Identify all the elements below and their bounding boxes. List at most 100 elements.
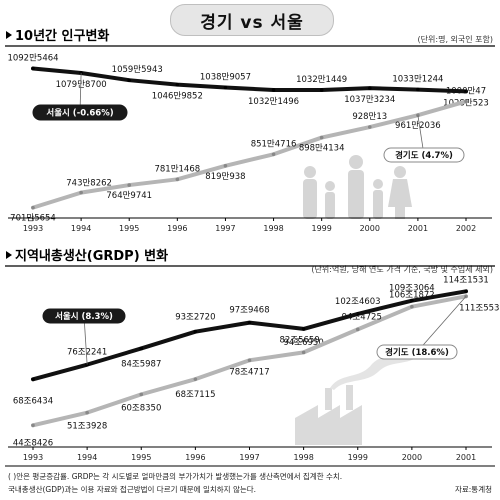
grdp-data-label: 68조7115	[175, 390, 215, 400]
pop-data-label: 1032만1496	[248, 97, 299, 107]
pop-data-label: 764만9741	[106, 191, 152, 201]
pop-data-label: 1000만47	[446, 86, 486, 96]
grdp-section-title: 지역내총생산(GRDP) 변화	[15, 248, 168, 264]
grdp-x-axis: 1993 1994 1995 1996 1997 1998 1999 2000 2001	[8, 446, 492, 462]
pop-tick-label: 1995	[119, 224, 139, 233]
pop-data-point	[175, 177, 180, 182]
pop-data-point	[367, 125, 372, 129]
grdp-data-point	[301, 350, 306, 355]
pop-series-line	[31, 99, 468, 210]
pop-data-point	[464, 99, 468, 104]
pop-data-point	[464, 89, 468, 94]
pop-data-label: 928만13	[352, 112, 387, 122]
grdp-data-label: 68조6434	[13, 396, 53, 406]
grdp-data-point	[139, 346, 144, 351]
pop-tick-label: 1994	[71, 224, 91, 233]
grdp-data-point	[139, 392, 144, 397]
pop-tick-label: 2002	[456, 224, 476, 233]
pop-data-label: 701만5654	[10, 214, 56, 224]
pop-data-point	[127, 78, 132, 82]
grdp-legend-label: 서울시 (8.3%)	[55, 311, 113, 322]
pop-data-label: 819만938	[205, 172, 245, 182]
pop-x-axis: 1993 1994 1995 1996 1997 1998 1999 2000 2001 2002	[8, 217, 492, 233]
pop-data-point	[367, 86, 372, 90]
grdp-data-point	[193, 377, 198, 381]
grdp-data-point	[247, 320, 252, 325]
pop-data-point	[319, 135, 324, 140]
pop-data-label: 743만8262	[66, 179, 112, 189]
grdp-data-label: 102조4603	[335, 297, 381, 307]
grdp-data-point	[85, 362, 89, 367]
grdp-data-point	[410, 298, 414, 303]
pop-data-label: 1092만5464	[7, 53, 58, 63]
grdp-data-point	[31, 377, 35, 382]
pop-data-point	[79, 190, 83, 195]
pop-tick-label: 2001	[408, 224, 428, 233]
source-note: 자료:통계청	[455, 484, 492, 494]
pop-tick-label: 1999	[311, 224, 331, 233]
pop-tick-label: 1993	[23, 224, 43, 233]
pop-data-label: 1032만1449	[296, 75, 347, 85]
grdp-data-label: 76조2241	[67, 348, 107, 358]
pop-data-point	[31, 66, 35, 71]
factory-smoke-icon	[295, 348, 420, 445]
pop-data-point	[319, 88, 324, 92]
grdp-data-label: 84조5987	[121, 359, 161, 369]
pop-unit-note: (단위:명, 외국인 포함)	[418, 34, 493, 44]
family-silhouette-icon	[303, 155, 412, 219]
grdp-series-line	[31, 289, 468, 382]
pop-tick-label: 1998	[263, 224, 283, 233]
grdp-tick-label: 1995	[131, 453, 151, 462]
grdp-data-point	[193, 329, 198, 334]
grdp-data-label: 97조9468	[229, 306, 269, 316]
pop-data-label: 1046만9852	[152, 92, 203, 102]
pop-tick-label: 1996	[167, 224, 187, 233]
grdp-data-label: 114조1531	[443, 275, 489, 285]
pop-data-label: 781만1468	[154, 164, 200, 174]
grdp-unit-note: (단위:억원, 당해 연도 가격 기준, 국방 및 수입세 제외)	[311, 264, 493, 274]
pop-data-point	[271, 152, 276, 157]
grdp-data-label: 94조6950	[283, 338, 323, 348]
pop-tick-label: 1997	[215, 224, 235, 233]
section-arrow-icon	[6, 31, 12, 39]
pop-data-label: 1033만1244	[392, 75, 443, 85]
grdp-tick-label: 1997	[239, 453, 259, 462]
footnote-line-1: ( )안은 평균증감률. GRDP는 각 시도별로 얼마만큼의 부가가치가 발생…	[8, 471, 342, 481]
pop-data-point	[175, 82, 180, 87]
grdp-legend-label: 경기도 (18.6%)	[385, 347, 449, 358]
pop-legend-label: 경기도 (4.7%)	[395, 150, 453, 161]
grdp-data-label: 111조5537	[459, 303, 500, 313]
pop-data-label: 851만4716	[251, 139, 297, 149]
footnote-line-2: 국내총생산(GDP)과는 이용 자료와 접근방법이 다르기 때문에 일치하지 않…	[8, 484, 256, 494]
grdp-legend-pill	[376, 344, 458, 360]
grdp-data-label: 78조4717	[229, 367, 269, 377]
grdp-data-point	[410, 304, 414, 309]
grdp-data-point	[355, 327, 360, 332]
pop-data-label: 1037만3234	[344, 95, 395, 105]
pop-data-label: 1059만5943	[112, 65, 163, 75]
grdp-data-point	[301, 327, 306, 331]
grdp-legend-pill	[42, 308, 126, 324]
grdp-tick-label: 2000	[402, 453, 422, 462]
pop-data-point	[127, 183, 132, 187]
pop-legend-pill	[32, 104, 128, 121]
grdp-data-label: 82조5659	[279, 335, 319, 345]
pop-tick-label: 2000	[360, 224, 380, 233]
pop-series-line	[31, 66, 468, 94]
pop-data-label: 961만2036	[395, 121, 441, 131]
section-arrow-icon	[6, 251, 12, 259]
grdp-data-label: 106조1872	[389, 291, 435, 301]
grdp-data-point	[464, 289, 468, 294]
pop-data-label: 898만4134	[299, 144, 345, 154]
grdp-tick-label: 1994	[77, 453, 97, 462]
grdp-series-layer: 68조6434 76조2241 84조5987 93조2720 97조9468 94조69…	[13, 275, 500, 448]
grdp-tick-label: 1998	[293, 453, 313, 462]
pop-data-point	[31, 205, 35, 210]
pop-series-layer: 1092만54641079만87001059만59431046만98521038…	[7, 53, 488, 223]
grdp-data-label: 51조3928	[67, 422, 107, 432]
grdp-data-label: 93조2720	[175, 313, 215, 323]
pop-section-title: 10년간 인구변화	[15, 28, 109, 44]
grdp-data-label: 60조8350	[121, 403, 161, 413]
pop-data-point	[416, 87, 420, 92]
